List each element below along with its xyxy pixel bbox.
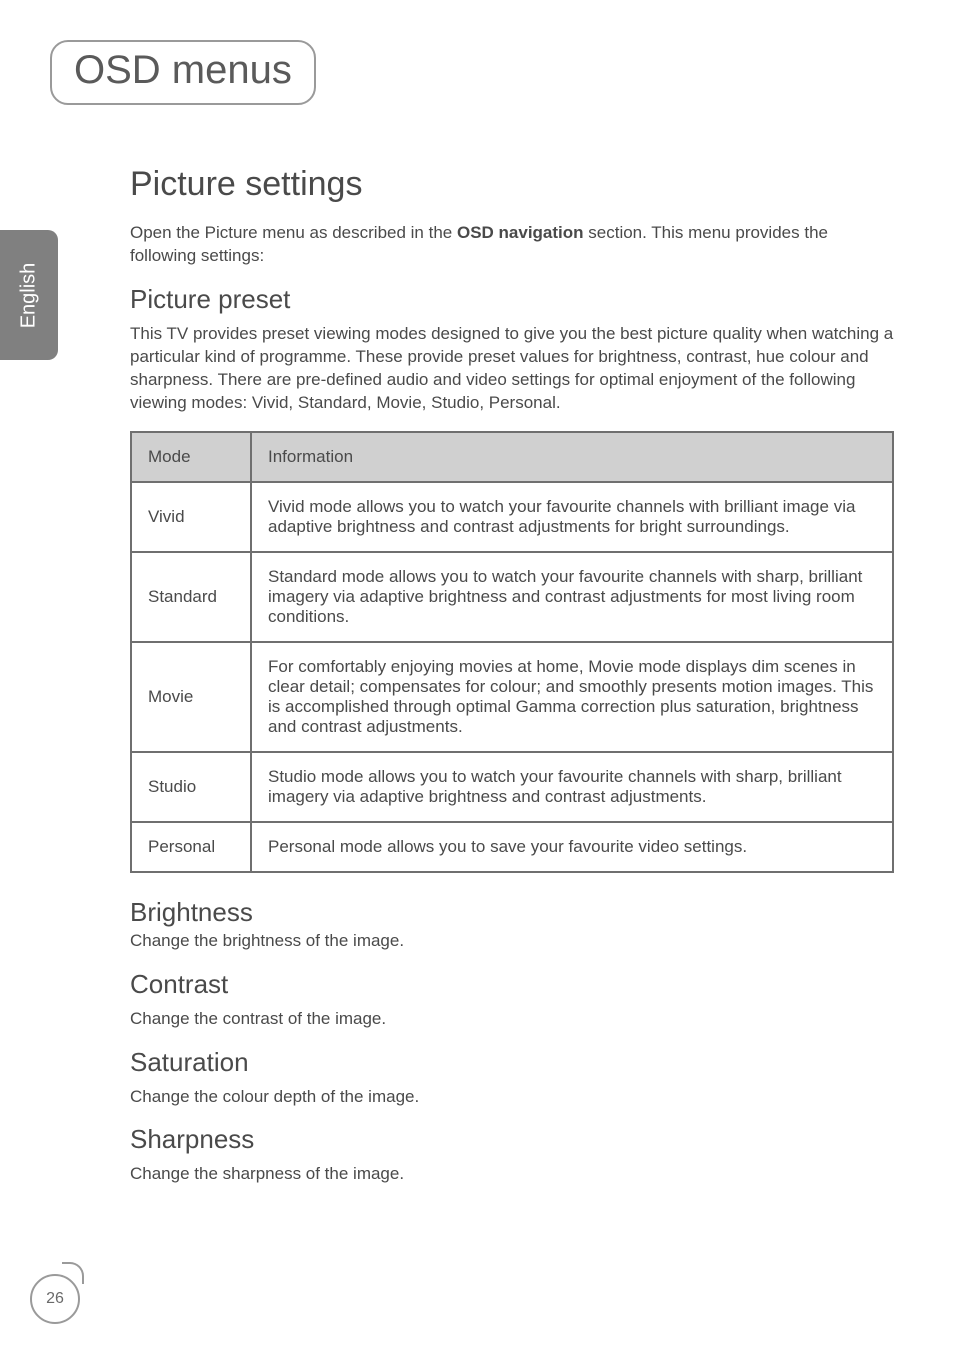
table-row: Personal Personal mode allows you to sav… (131, 822, 893, 872)
contrast-heading: Contrast (130, 969, 894, 1000)
brightness-body: Change the brightness of the image. (130, 930, 894, 953)
page-number: 26 (46, 1290, 64, 1308)
table-header-mode: Mode (131, 432, 251, 482)
sharpness-body: Change the sharpness of the image. (130, 1163, 894, 1186)
contrast-body: Change the contrast of the image. (130, 1008, 894, 1031)
mode-cell: Studio (131, 752, 251, 822)
intro-text-pre: Open the Picture menu as described in th… (130, 223, 457, 242)
language-side-tab: English (0, 230, 58, 360)
chapter-title: OSD menus (74, 48, 292, 92)
section-heading: Picture settings (130, 165, 894, 204)
intro-text-bold: OSD navigation (457, 223, 584, 242)
table-row: Studio Studio mode allows you to watch y… (131, 752, 893, 822)
mode-cell: Personal (131, 822, 251, 872)
page-number-badge: 26 (30, 1274, 80, 1324)
chapter-pill: OSD menus (50, 40, 316, 105)
table-row: Movie For comfortably enjoying movies at… (131, 642, 893, 752)
saturation-body: Change the colour depth of the image. (130, 1086, 894, 1109)
picture-preset-heading: Picture preset (130, 284, 894, 315)
mode-cell: Movie (131, 642, 251, 752)
table-row: Vivid Vivid mode allows you to watch you… (131, 482, 893, 552)
modes-table: Mode Information Vivid Vivid mode allows… (130, 431, 894, 873)
intro-paragraph: Open the Picture menu as described in th… (130, 222, 894, 268)
picture-preset-body: This TV provides preset viewing modes de… (130, 323, 894, 415)
info-cell: Standard mode allows you to watch your f… (251, 552, 893, 642)
table-header-row: Mode Information (131, 432, 893, 482)
content-area: Picture settings Open the Picture menu a… (130, 165, 894, 1186)
saturation-heading: Saturation (130, 1047, 894, 1078)
page: OSD menus English Picture settings Open … (0, 0, 954, 1354)
table-header-info: Information (251, 432, 893, 482)
table-row: Standard Standard mode allows you to wat… (131, 552, 893, 642)
mode-cell: Vivid (131, 482, 251, 552)
language-label: English (18, 262, 41, 328)
info-cell: Personal mode allows you to save your fa… (251, 822, 893, 872)
mode-cell: Standard (131, 552, 251, 642)
sharpness-heading: Sharpness (130, 1124, 894, 1155)
info-cell: Studio mode allows you to watch your fav… (251, 752, 893, 822)
brightness-heading: Brightness (130, 897, 894, 928)
info-cell: For comfortably enjoying movies at home,… (251, 642, 893, 752)
info-cell: Vivid mode allows you to watch your favo… (251, 482, 893, 552)
